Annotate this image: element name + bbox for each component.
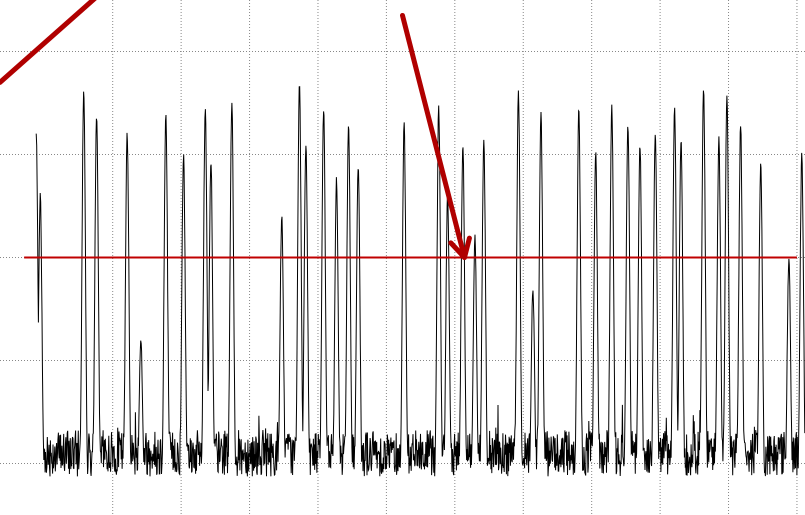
- center-arrow-shaft: [400, 12, 467, 260]
- series-group: [35, 86, 805, 477]
- arrow-annotations: [0, 0, 472, 260]
- left-arrow-shaft: [0, 0, 97, 85]
- signal-series-line: [35, 86, 805, 477]
- center-arrow-head: [448, 235, 472, 260]
